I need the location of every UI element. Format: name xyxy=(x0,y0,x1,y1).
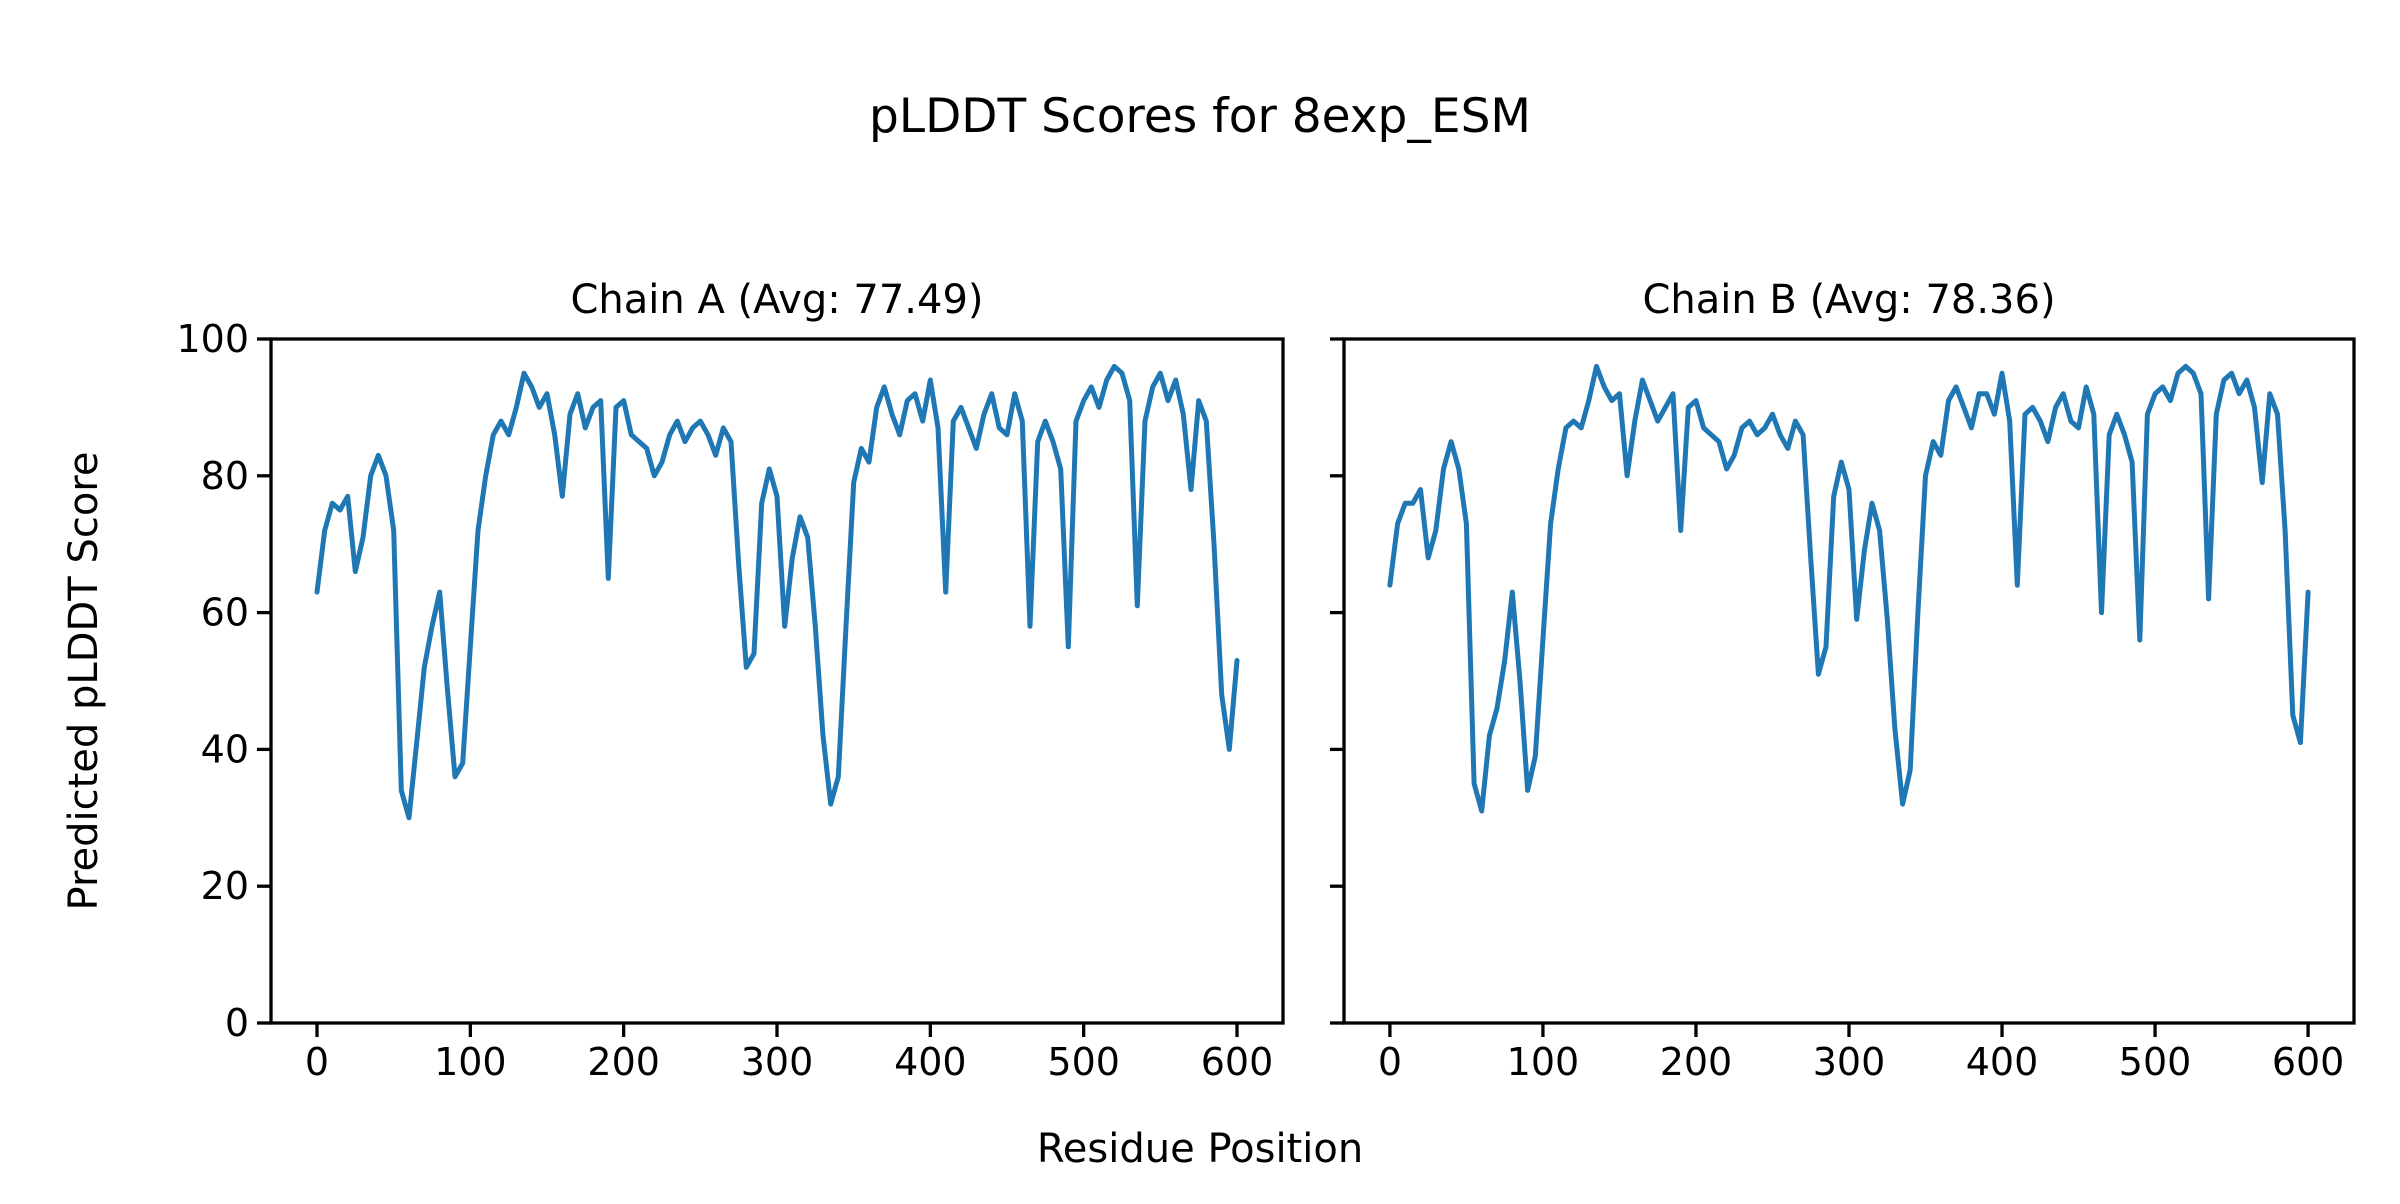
plot-frame xyxy=(269,337,1285,1025)
x-tick-label: 300 xyxy=(1813,1040,1886,1084)
plot-frame xyxy=(1342,337,2356,1025)
x-tick-label: 500 xyxy=(2119,1040,2192,1084)
x-tick-label: 600 xyxy=(2272,1040,2345,1084)
x-tick-label: 400 xyxy=(894,1040,967,1084)
chain-b-title: Chain B (Avg: 78.36) xyxy=(1642,277,2055,323)
y-tick-label: 100 xyxy=(176,317,249,361)
x-tick-label: 600 xyxy=(1201,1040,1274,1084)
chain-a-title: Chain A (Avg: 77.49) xyxy=(570,277,983,323)
y-tick-label: 20 xyxy=(201,864,249,908)
axes-chain-a: 0 100 200 300 400 500 600 0 20 40 60 80 100 xyxy=(176,317,1285,1084)
x-tick-label: 400 xyxy=(1966,1040,2039,1084)
x-tick-label: 100 xyxy=(1507,1040,1580,1084)
y-tick-label: 0 xyxy=(225,1001,249,1045)
y-tick-label: 40 xyxy=(201,727,249,771)
y-tick-label: 60 xyxy=(201,591,249,635)
x-tick-label: 100 xyxy=(434,1040,507,1084)
figure-title: pLDDT Scores for 8exp_ESM xyxy=(869,89,1531,144)
x-tick-label: 0 xyxy=(305,1040,329,1084)
plddt-line-chain-b xyxy=(1387,363,2311,814)
y-tick-label: 80 xyxy=(201,454,249,498)
axes-chain-b: 0 100 200 300 400 500 600 xyxy=(1330,337,2356,1084)
x-tick-label: 500 xyxy=(1047,1040,1120,1084)
x-axis-label: Residue Position xyxy=(1037,1126,1363,1172)
x-tick-label: 200 xyxy=(587,1040,660,1084)
y-axis-label: Predicted pLDDT Score xyxy=(61,452,107,911)
x-tick-label: 0 xyxy=(1378,1040,1402,1084)
x-tick-label: 200 xyxy=(1660,1040,1733,1084)
plddt-line-chain-a xyxy=(314,363,1240,821)
x-tick-label: 300 xyxy=(741,1040,814,1084)
